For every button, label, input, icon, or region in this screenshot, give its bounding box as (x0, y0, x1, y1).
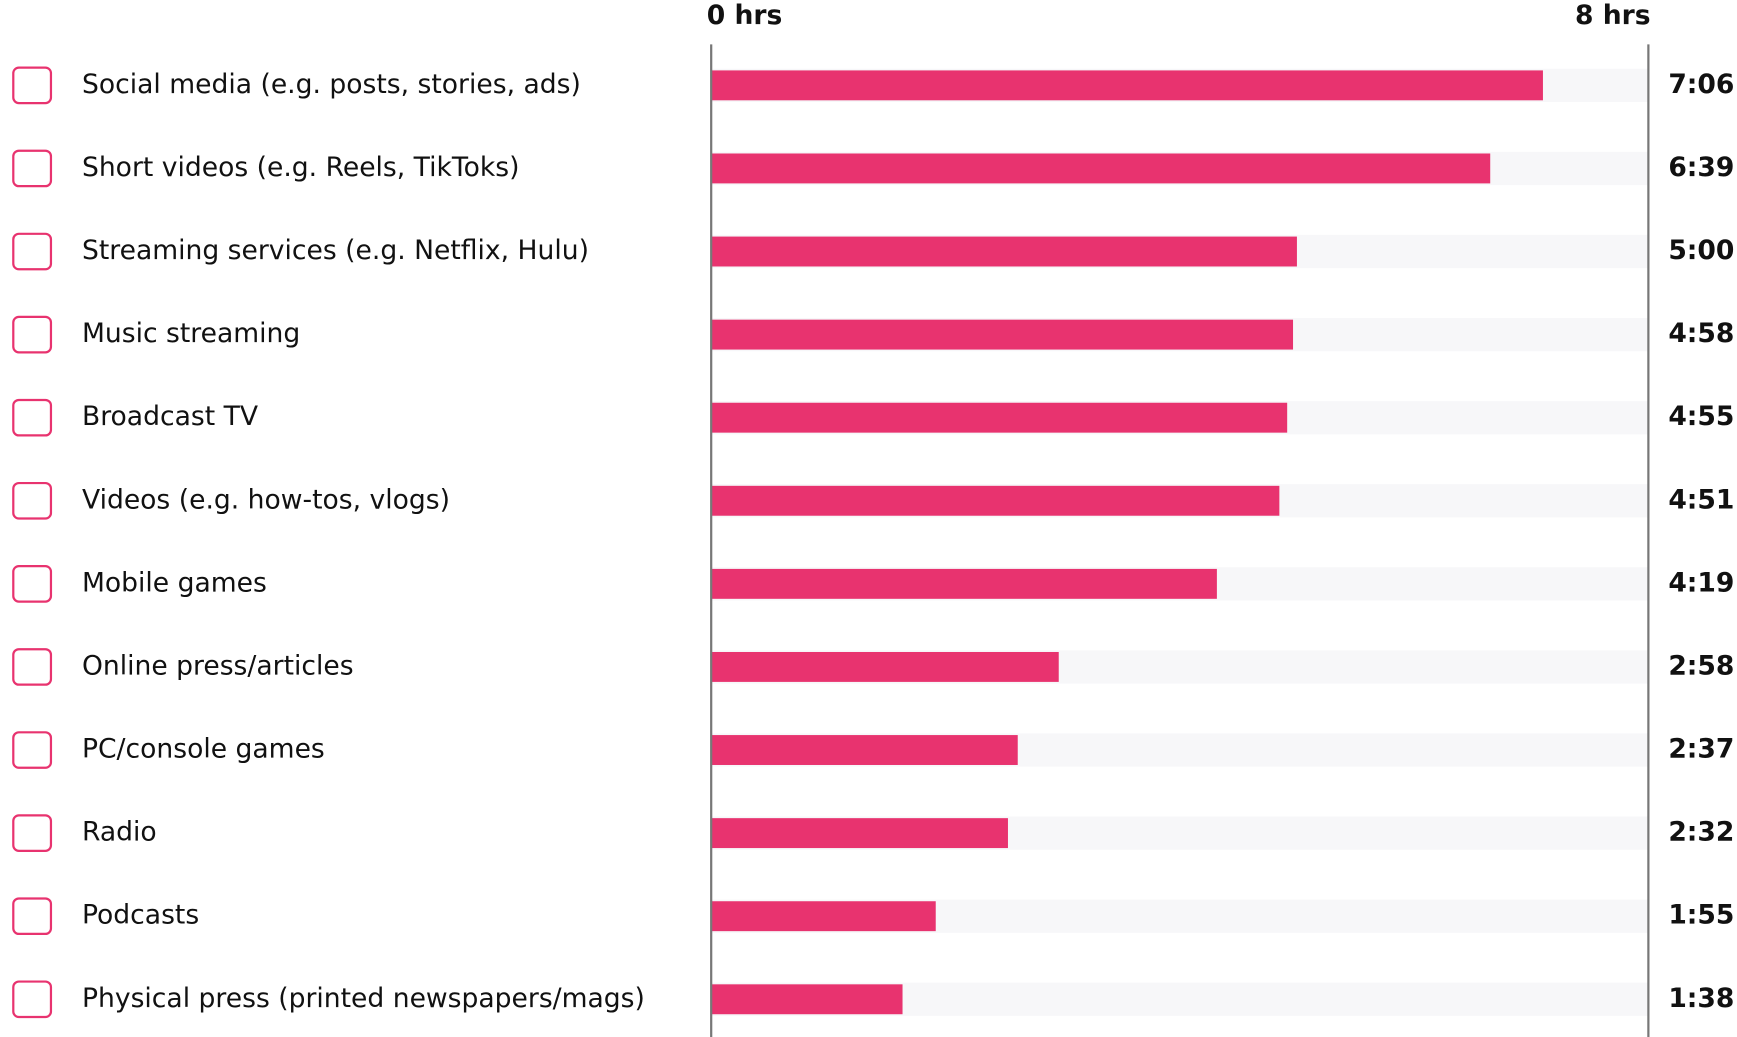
bar (711, 236, 1297, 267)
category-label: Music streaming (82, 318, 300, 349)
bar (711, 319, 1294, 350)
value-label: 2:37 (1668, 734, 1734, 765)
icon (12, 398, 53, 437)
category-label: Podcasts (82, 900, 199, 931)
icon (12, 648, 53, 686)
icon (12, 731, 53, 769)
icon (12, 481, 53, 520)
icon (12, 897, 53, 936)
value-label: 4:58 (1668, 318, 1734, 349)
value-label: 7:06 (1668, 69, 1734, 100)
value-label: 1:55 (1668, 900, 1734, 931)
bar (711, 651, 1059, 682)
bar (711, 818, 1008, 849)
icon (12, 814, 53, 852)
category-label: Short videos (e.g. Reels, TikToks) (82, 152, 520, 183)
bar (711, 485, 1280, 516)
bar (711, 901, 936, 932)
value-label: 2:58 (1668, 650, 1734, 681)
bar (711, 402, 1288, 433)
category-label: Mobile games (82, 567, 267, 598)
value-label: 4:55 (1668, 401, 1734, 432)
category-label: Social media (e.g. posts, stories, ads) (82, 69, 581, 100)
bar (711, 70, 1543, 101)
category-label: Broadcast TV (82, 401, 258, 432)
bar (711, 735, 1018, 765)
bar (711, 568, 1217, 599)
category-label: Online press/articles (82, 650, 354, 681)
value-label: 4:51 (1668, 484, 1734, 515)
icon (12, 66, 53, 105)
bar (711, 153, 1491, 184)
value-label: 4:19 (1668, 567, 1734, 598)
value-label: 2:32 (1668, 817, 1734, 848)
value-label: 5:00 (1668, 235, 1734, 266)
category-label: PC/console games (82, 734, 325, 765)
x-tick-label: 0 hrs (707, 0, 783, 31)
x-tick-label: 8 hrs (1575, 0, 1651, 31)
value-label: 6:39 (1668, 152, 1734, 183)
category-label: Physical press (printed newspapers/mags) (82, 983, 645, 1014)
value-label: 1:38 (1668, 983, 1734, 1014)
category-label: Streaming services (e.g. Netflix, Hulu) (82, 235, 589, 266)
bar (711, 984, 903, 1015)
icon (12, 149, 53, 188)
icon (12, 565, 53, 603)
icon (12, 980, 53, 1019)
category-label: Radio (82, 817, 157, 848)
category-label: Videos (e.g. how-tos, vlogs) (82, 484, 450, 515)
icon (12, 232, 53, 271)
icon (12, 315, 53, 354)
